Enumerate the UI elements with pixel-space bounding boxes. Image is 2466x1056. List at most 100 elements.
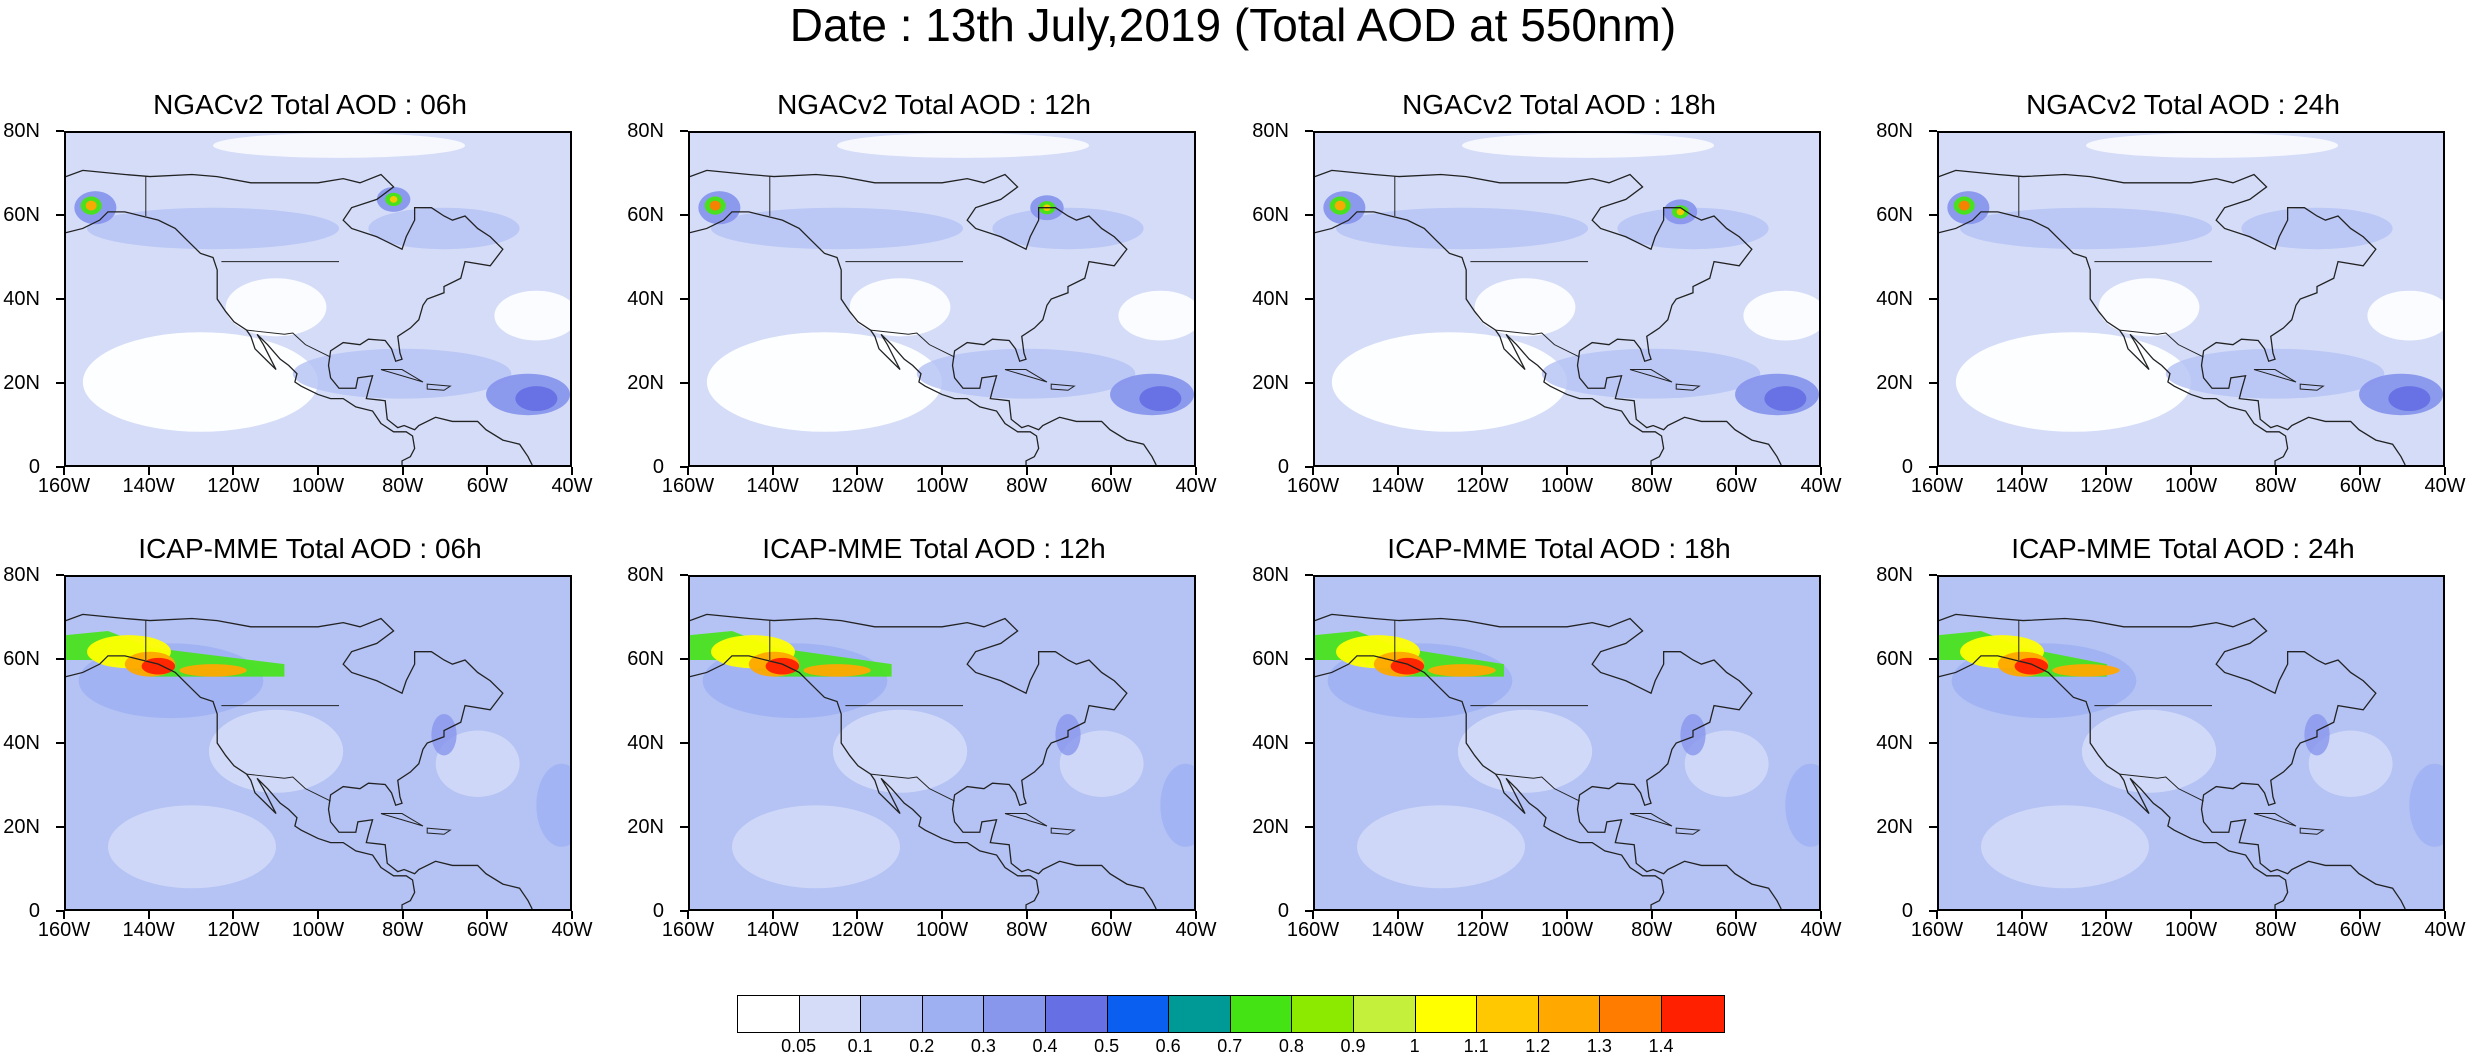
map-panel: ICAP-MME Total AOD : 06h 80N 60N 40N 20N 0 16… bbox=[0, 532, 620, 952]
colorbar-swatch bbox=[1661, 996, 1724, 1032]
colorbar-swatch bbox=[1477, 996, 1539, 1032]
lon-tick bbox=[1312, 467, 1314, 475]
lat-label: 80N bbox=[1876, 120, 1913, 142]
colorbar-label: 0.5 bbox=[1094, 1036, 1120, 1056]
lon-label: 40W bbox=[2424, 919, 2466, 941]
lon-tick bbox=[687, 467, 689, 475]
lat-label: 0 bbox=[28, 900, 40, 922]
lon-label: 120W bbox=[207, 475, 260, 497]
lon-label: 80W bbox=[1006, 475, 1048, 497]
lon-tick bbox=[147, 467, 150, 475]
lon-tick bbox=[1820, 911, 1822, 919]
colorbar-label: 1.2 bbox=[1525, 1036, 1551, 1056]
lon-tick bbox=[147, 911, 150, 919]
lat-tick bbox=[1929, 658, 1937, 660]
lon-tick bbox=[771, 911, 774, 919]
colorbar-label: 0.6 bbox=[1155, 1036, 1181, 1056]
colorbar-swatch bbox=[799, 996, 862, 1032]
panel-title: ICAP-MME Total AOD : 12h bbox=[762, 533, 1106, 564]
lon-label: 140W bbox=[1371, 475, 1424, 497]
lon-tick bbox=[1396, 467, 1399, 475]
lon-tick bbox=[2444, 467, 2446, 475]
lat-tick bbox=[680, 214, 688, 216]
lon-tick bbox=[2359, 911, 2362, 919]
lon-label: 160W bbox=[661, 475, 715, 497]
lon-tick bbox=[1566, 467, 1568, 475]
lon-tick bbox=[486, 911, 489, 919]
lon-label: 40W bbox=[1800, 475, 1842, 497]
colorbar-swatch bbox=[1600, 996, 1662, 1032]
lon-label: 60W bbox=[1090, 919, 1132, 941]
colorbar-swatch bbox=[1538, 996, 1601, 1032]
colorbar-swatch bbox=[922, 996, 985, 1032]
map-panel: ICAP-MME Total AOD : 18h 80N 60N 40N 20N 0 16… bbox=[1249, 532, 1869, 952]
panel-title: NGACv2 Total AOD : 12h bbox=[777, 89, 1091, 120]
lon-tick bbox=[1481, 467, 1484, 475]
lon-label: 140W bbox=[1371, 919, 1424, 941]
lon-tick bbox=[317, 911, 319, 919]
lat-label: 60N bbox=[1876, 648, 1913, 670]
colorbar-swatch bbox=[984, 996, 1046, 1032]
colorbar-label: 1 bbox=[1409, 1036, 1420, 1056]
colorbar-label: 0.3 bbox=[970, 1036, 996, 1056]
lon-tick bbox=[63, 911, 65, 919]
lon-label: 140W bbox=[746, 475, 799, 497]
lon-tick bbox=[63, 467, 65, 475]
lat-tick bbox=[680, 658, 688, 660]
colorbar-swatch bbox=[1415, 996, 1478, 1032]
colorbar-label: 0.9 bbox=[1340, 1036, 1366, 1056]
lon-label: 160W bbox=[37, 919, 91, 941]
lat-tick bbox=[1929, 574, 1937, 576]
lat-tick bbox=[1929, 298, 1937, 300]
panel-title: NGACv2 Total AOD : 18h bbox=[1402, 89, 1716, 120]
lon-label: 40W bbox=[551, 475, 593, 497]
lon-label: 80W bbox=[382, 475, 424, 497]
lat-label: 0 bbox=[1901, 456, 1913, 478]
lon-label: 80W bbox=[2255, 919, 2297, 941]
lon-tick bbox=[1650, 467, 1653, 475]
aod-map bbox=[1937, 575, 2445, 911]
lon-tick bbox=[941, 911, 943, 919]
lon-label: 120W bbox=[831, 919, 884, 941]
lon-tick bbox=[2020, 467, 2023, 475]
lat-tick bbox=[1305, 130, 1313, 132]
colorbar-swatch bbox=[1292, 996, 1354, 1032]
lat-tick bbox=[56, 130, 64, 132]
colorbar-label: 0.2 bbox=[909, 1036, 935, 1056]
lon-tick bbox=[856, 911, 859, 919]
aod-map bbox=[688, 575, 1196, 911]
colorbar-swatch bbox=[1230, 996, 1293, 1032]
lon-label: 60W bbox=[466, 919, 508, 941]
lon-label: 120W bbox=[2080, 475, 2133, 497]
lon-label: 140W bbox=[1995, 919, 2048, 941]
lon-tick bbox=[486, 467, 489, 475]
lat-label: 60N bbox=[627, 648, 664, 670]
aod-map bbox=[1937, 131, 2445, 467]
lon-label: 100W bbox=[1540, 475, 1594, 497]
colorbar-label: 0.8 bbox=[1278, 1036, 1304, 1056]
lon-tick bbox=[1936, 467, 1938, 475]
lon-label: 160W bbox=[1286, 475, 1340, 497]
lat-tick bbox=[680, 298, 688, 300]
lat-label: 80N bbox=[1252, 120, 1289, 142]
lat-tick bbox=[1929, 742, 1937, 744]
lat-label: 0 bbox=[1277, 900, 1289, 922]
lat-tick bbox=[680, 382, 688, 384]
aod-map bbox=[64, 575, 572, 911]
lat-tick bbox=[56, 466, 64, 468]
lat-tick bbox=[1929, 382, 1937, 384]
lat-label: 20N bbox=[3, 816, 40, 838]
figure-title: Date : 13th July,2019 (Total AOD at 550n… bbox=[789, 0, 1677, 51]
colorbar-label: 0.05 bbox=[781, 1036, 817, 1056]
aod-map bbox=[1313, 575, 1821, 911]
lat-label: 40N bbox=[1876, 288, 1913, 310]
colorbar-label: 1.1 bbox=[1463, 1036, 1489, 1056]
lat-label: 40N bbox=[1252, 732, 1289, 754]
lat-label: 60N bbox=[1252, 204, 1289, 226]
lon-tick bbox=[2359, 467, 2362, 475]
lat-tick bbox=[680, 574, 688, 576]
lat-label: 20N bbox=[3, 372, 40, 394]
lat-tick bbox=[680, 910, 688, 912]
lon-label: 80W bbox=[382, 919, 424, 941]
map-panel: NGACv2 Total AOD : 06h 80N 60N 40N 20N 0 160W… bbox=[0, 88, 620, 508]
